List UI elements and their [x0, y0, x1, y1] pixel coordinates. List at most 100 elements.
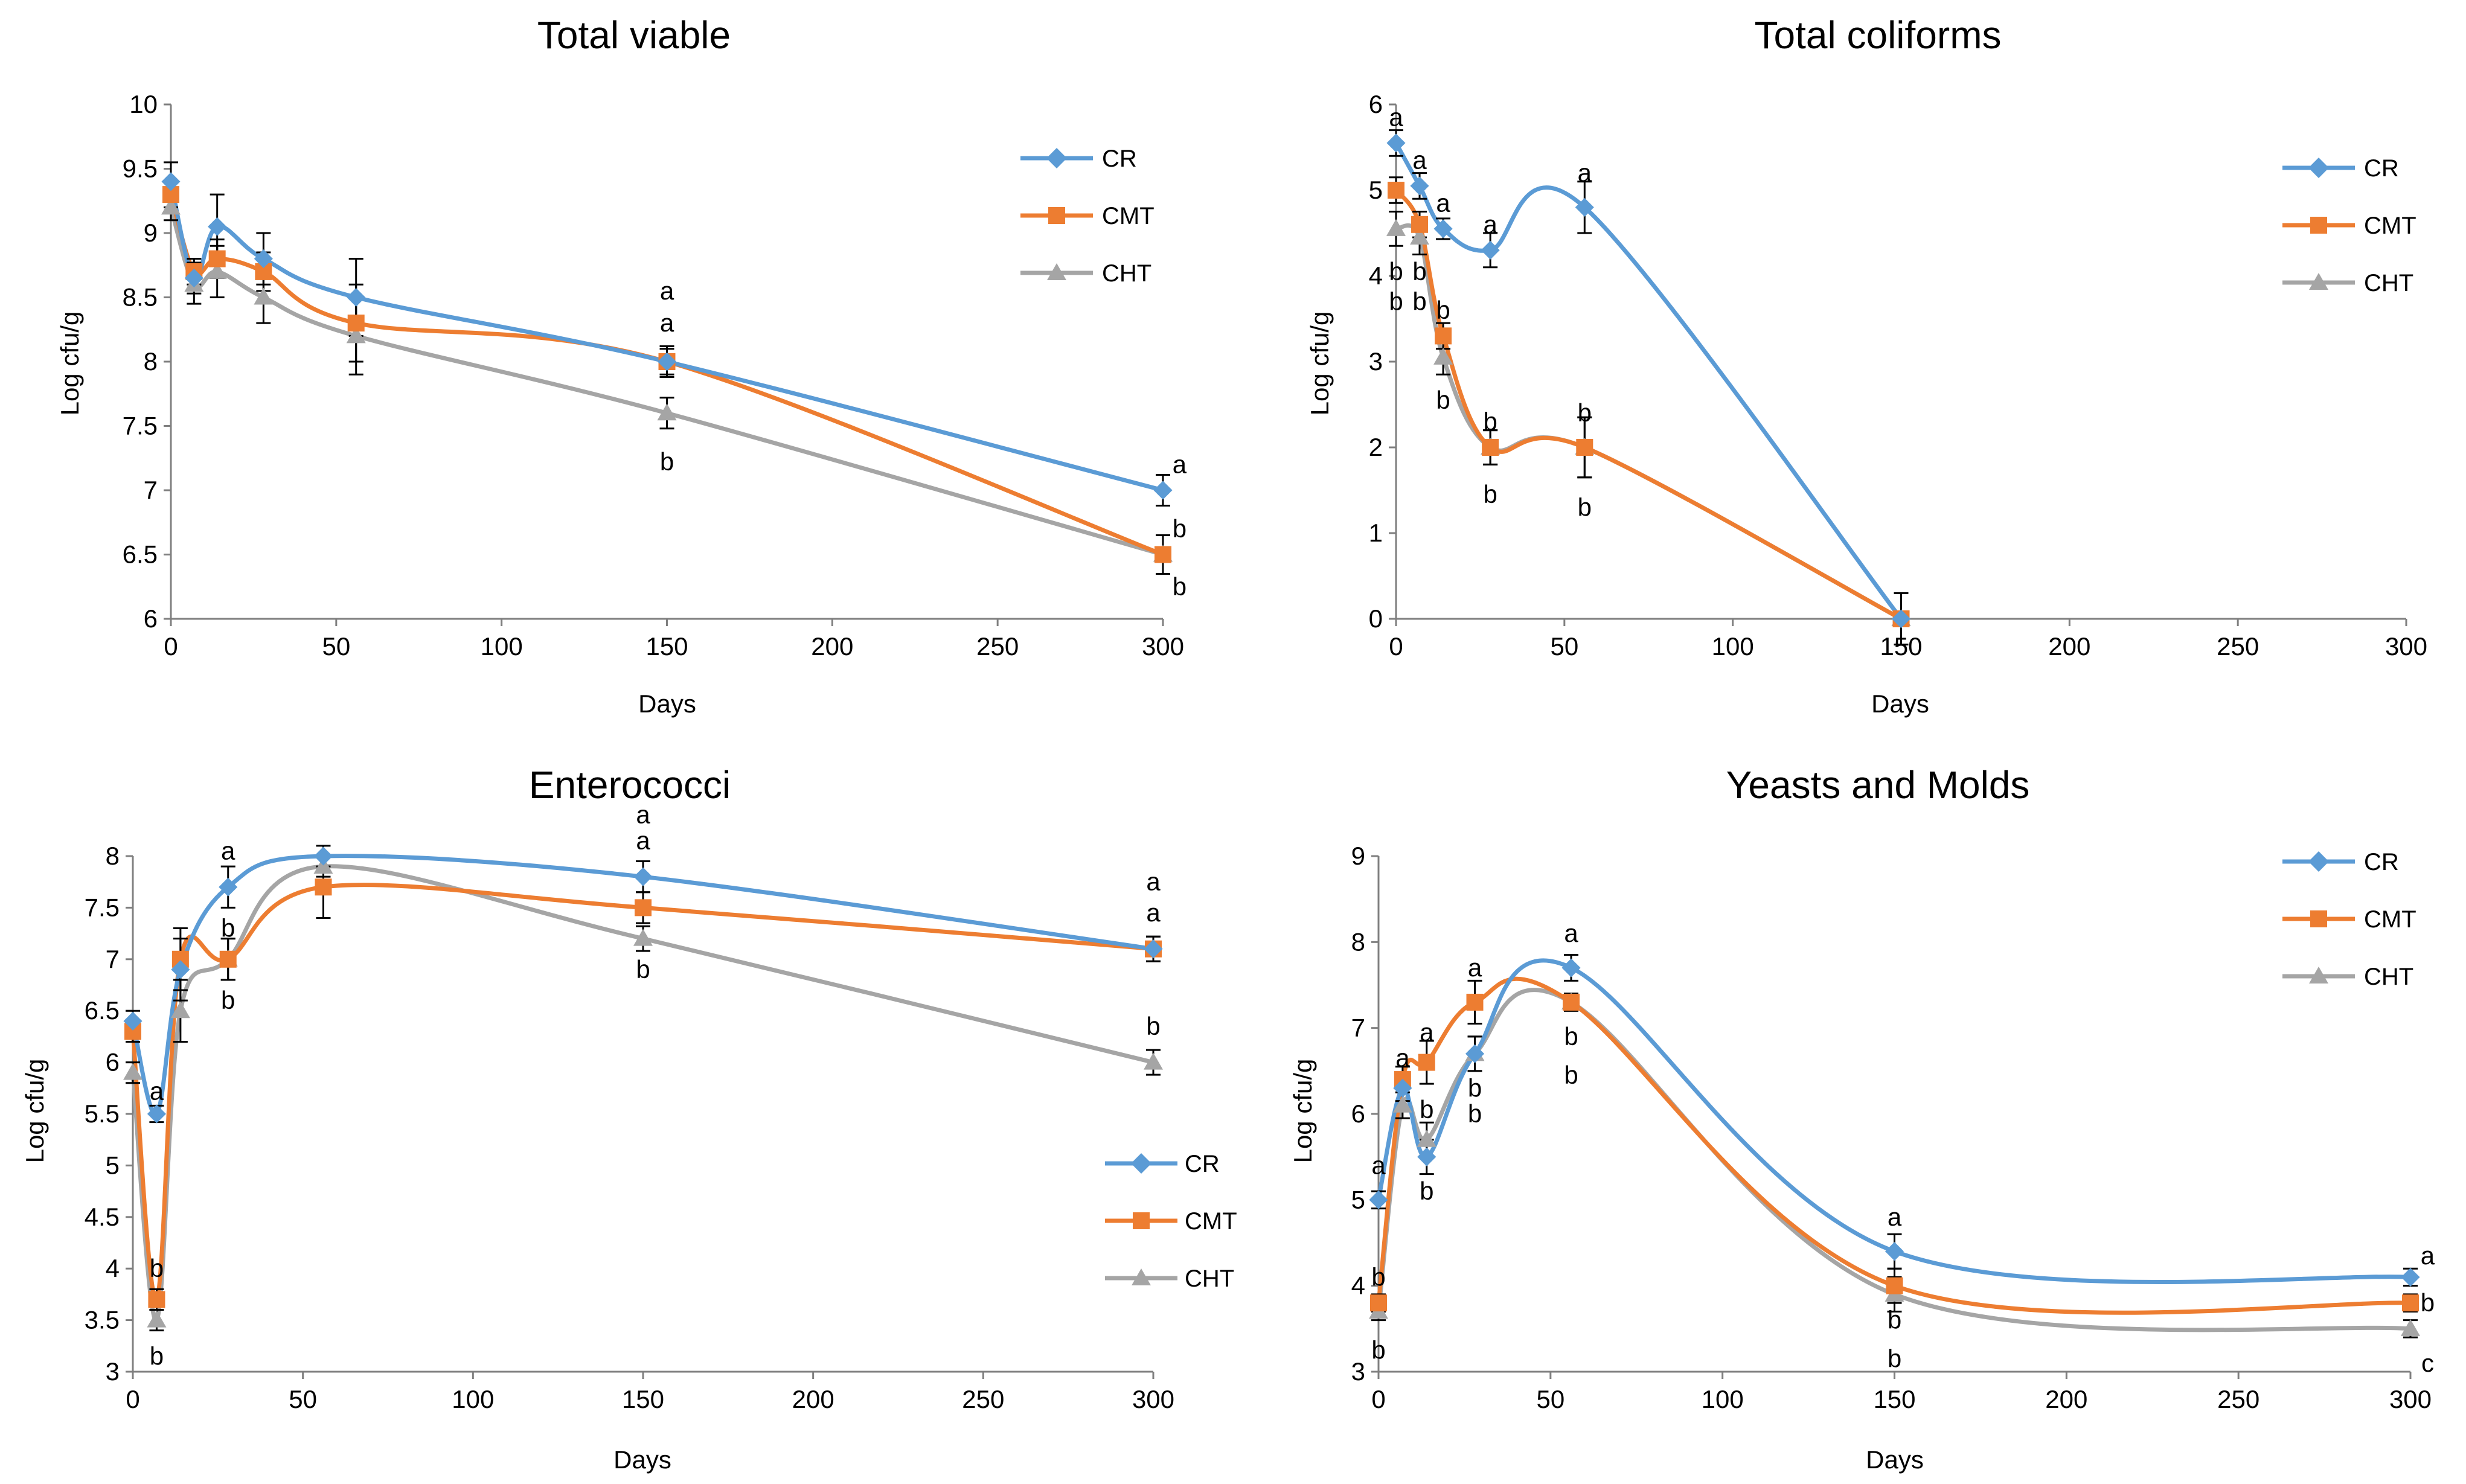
- x-axis-label: Days: [1866, 1445, 1924, 1474]
- data-point-cr: [1433, 219, 1453, 238]
- data-point-cht: [2401, 1319, 2420, 1336]
- data-point-cht: [147, 1310, 167, 1328]
- data-point-cmt: [1482, 439, 1499, 456]
- data-point-cr: [1386, 133, 1406, 153]
- y-tick-label: 7: [106, 945, 120, 973]
- y-axis-label: Log cfu/g: [1305, 312, 1334, 416]
- significance-letter: b: [1173, 572, 1187, 601]
- legend: CR CMT CHT: [1020, 146, 1155, 287]
- significance-letter: c: [2421, 1349, 2434, 1377]
- y-axis-label: Log cfu/g: [1289, 1059, 1317, 1163]
- y-tick-label: 7.5: [123, 412, 158, 440]
- data-point-cht: [207, 261, 227, 279]
- significance-letter: b: [1371, 1262, 1385, 1291]
- data-point-cr: [1465, 1044, 1485, 1063]
- y-tick-label: 8: [144, 347, 158, 376]
- significance-letter: b: [1468, 1099, 1482, 1128]
- legend-marker-cr: [2308, 851, 2329, 872]
- significance-letter: b: [1412, 257, 1426, 286]
- data-point-cht: [170, 1001, 190, 1019]
- significance-letter: b: [1564, 1061, 1578, 1089]
- chart-title: Yeasts and Molds: [1726, 763, 2030, 807]
- significance-letter: a: [1468, 953, 1482, 982]
- significance-letter: b: [1436, 296, 1450, 324]
- x-axis-label: Days: [1871, 689, 1929, 718]
- significance-letter: b: [1578, 398, 1592, 427]
- legend-label-cmt: CMT: [2364, 213, 2416, 239]
- y-tick-label: 6: [144, 604, 158, 633]
- significance-letter: b: [1468, 1073, 1482, 1102]
- data-point-cr: [1481, 240, 1500, 260]
- x-tick-label: 250: [962, 1385, 1004, 1413]
- significance-letter: a: [221, 836, 235, 865]
- data-point-cht: [1433, 347, 1453, 365]
- x-tick-label: 50: [1536, 1385, 1564, 1413]
- y-tick-label: 5: [1351, 1185, 1365, 1214]
- significance-letter: a: [636, 826, 650, 854]
- data-point-cr: [633, 867, 653, 886]
- y-tick-label: 9.5: [123, 155, 158, 183]
- significance-letter: a: [1389, 103, 1403, 131]
- data-point-cmt: [1576, 439, 1593, 456]
- y-tick-label: 9: [1351, 842, 1365, 870]
- x-axis-label: Days: [613, 1445, 671, 1474]
- chart-title: Enterococci: [529, 763, 731, 807]
- data-point-cr: [1417, 1147, 1436, 1166]
- series-line-cht: [168, 206, 1164, 557]
- significance-letter: b: [150, 1342, 164, 1370]
- series-line-cr: [1394, 142, 1903, 621]
- data-point-cr: [171, 960, 190, 979]
- significance-letter: b: [1173, 514, 1187, 543]
- data-point-cht: [633, 929, 653, 946]
- data-point-cht: [161, 197, 181, 215]
- significance-letter: a: [1412, 146, 1427, 174]
- x-tick-label: 150: [622, 1385, 664, 1413]
- data-point-cht: [254, 287, 274, 305]
- x-tick-label: 100: [1712, 632, 1754, 660]
- significance-letter: b: [221, 986, 235, 1014]
- data-point-cmt: [2402, 1294, 2419, 1312]
- x-tick-label: 50: [1550, 632, 1578, 660]
- y-axis-label: Log cfu/g: [21, 1059, 49, 1163]
- x-tick-label: 100: [481, 632, 523, 660]
- significance-letter: b: [1888, 1306, 1901, 1334]
- legend-marker-cr: [2308, 158, 2329, 178]
- data-point-cmt: [1435, 327, 1452, 345]
- data-point-cht: [123, 1063, 143, 1080]
- series-line-cmt: [1394, 188, 1903, 621]
- x-tick-label: 300: [2389, 1385, 2432, 1413]
- data-point-cht: [1386, 219, 1406, 236]
- data-point-cmt: [1466, 993, 1484, 1011]
- legend: CR CMT CHT: [2282, 155, 2416, 296]
- x-tick-label: 0: [164, 632, 178, 660]
- y-tick-label: 3.5: [85, 1306, 120, 1334]
- significance-letter: b: [1371, 1335, 1385, 1364]
- y-tick-label: 5.5: [85, 1099, 120, 1128]
- y-tick-label: 6.5: [123, 540, 158, 569]
- significance-letter: a: [660, 277, 674, 305]
- series-line-cr: [130, 854, 1154, 1117]
- significance-letter: a: [1173, 450, 1187, 478]
- data-point-cr: [347, 287, 366, 307]
- y-tick-label: 4.5: [85, 1203, 120, 1231]
- legend-label-cht: CHT: [2364, 270, 2413, 296]
- y-tick-label: 1: [1369, 519, 1383, 547]
- significance-letter: b: [1412, 287, 1426, 316]
- y-tick-label: 4: [1369, 261, 1383, 290]
- legend-label-cht: CHT: [1185, 1265, 1234, 1292]
- y-tick-label: 8: [1351, 927, 1365, 956]
- data-point-cht: [346, 326, 366, 344]
- data-point-cmt: [347, 315, 365, 332]
- y-tick-label: 3: [106, 1357, 120, 1386]
- significance-letter: a: [660, 309, 674, 337]
- data-point-cr: [1393, 1078, 1412, 1098]
- y-tick-label: 7: [1351, 1014, 1365, 1042]
- data-point-cht: [1392, 1095, 1412, 1113]
- legend-label-cr: CR: [1102, 146, 1137, 172]
- legend-marker-cmt: [1133, 1212, 1150, 1229]
- data-point-cr: [1891, 609, 1911, 628]
- chart-enterococci: Enterococci 3 3.5 4 4.5 5 5.5 6 6.5 7 7.5 8 0 50 100 1…: [21, 763, 1237, 1474]
- data-point-cht: [1144, 1052, 1163, 1070]
